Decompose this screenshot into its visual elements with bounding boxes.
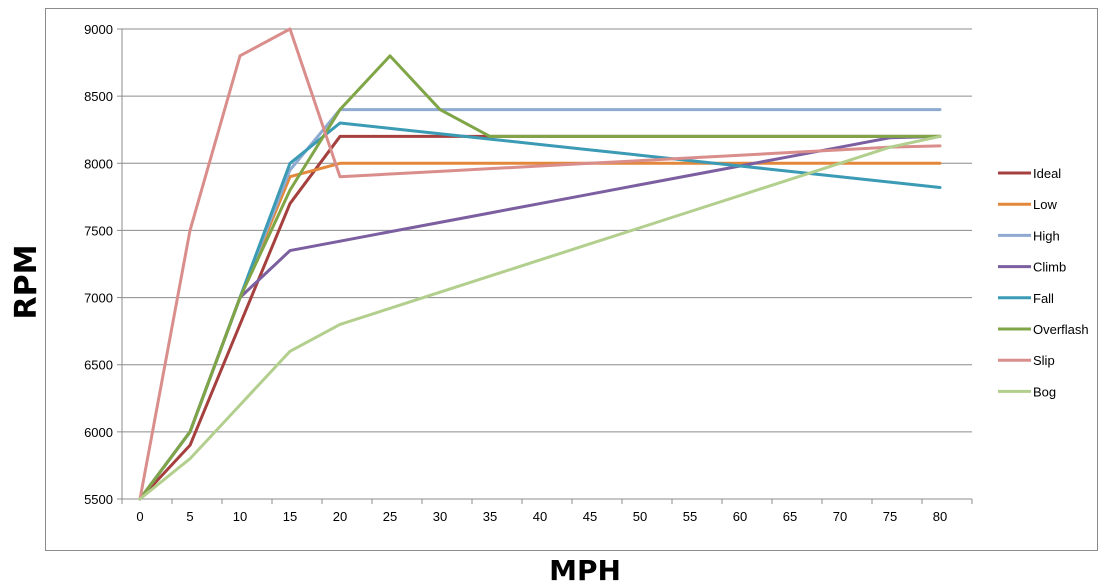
x-tick-label: 15: [283, 509, 297, 524]
legend: Ideal Low High Climb Fall Overflash Slip Bog: [998, 166, 1089, 399]
x-tick-label: 5: [186, 509, 193, 524]
x-tick-label: 80: [933, 509, 947, 524]
series-line-overflash: [138, 54, 942, 501]
y-tick-label: 5500: [84, 492, 113, 507]
x-tick-label: 55: [683, 509, 697, 524]
legend-label: High: [1033, 228, 1060, 243]
x-tick-label: 30: [433, 509, 447, 524]
x-tick-label: 45: [583, 509, 597, 524]
x-tick-label: 60: [733, 509, 747, 524]
chart-area: [45, 8, 1098, 551]
gridlines: [122, 28, 972, 433]
series-line-low: [138, 161, 942, 501]
series-line-fall: [138, 121, 942, 501]
y-axis-title: RPM: [9, 245, 44, 320]
legend-label: Slip: [1033, 353, 1055, 368]
x-tick-label: 10: [233, 509, 247, 524]
x-tick-label: 40: [533, 509, 547, 524]
y-tick-label: 9000: [84, 22, 113, 37]
series-line-slip: [138, 27, 942, 501]
x-tick-label: 70: [833, 509, 847, 524]
series-line-high: [138, 108, 942, 501]
series-line-climb: [138, 134, 942, 501]
legend-label: Low: [1033, 197, 1057, 212]
y-tick-label: 6500: [84, 358, 113, 373]
x-tick-label: 65: [783, 509, 797, 524]
legend-label: Overflash: [1033, 322, 1089, 337]
series-line-bog: [138, 134, 942, 501]
x-tick-label: 75: [883, 509, 897, 524]
legend-label: Ideal: [1033, 166, 1061, 181]
legend-label: Climb: [1033, 260, 1066, 275]
series-line-ideal: [138, 134, 942, 501]
y-tick-label: 8500: [84, 89, 113, 104]
x-axis-title: MPH: [549, 554, 621, 584]
y-tick-label: 7000: [84, 291, 113, 306]
legend-label: Fall: [1033, 291, 1054, 306]
x-tick-label: 35: [483, 509, 497, 524]
x-tick-label: 0: [136, 509, 143, 524]
x-tick-label: 20: [333, 509, 347, 524]
x-tick-label: 25: [383, 509, 397, 524]
legend-label: Bog: [1033, 384, 1056, 399]
y-tick-label: 7500: [84, 223, 113, 238]
series-lines: [138, 27, 942, 501]
y-tick-label: 6000: [84, 425, 113, 440]
x-tick-label: 50: [633, 509, 647, 524]
axes: 5500 6000 6500 7000 7500 8000 8500 9000 0 5 10 15 20…: [84, 22, 973, 524]
y-tick-label: 8000: [84, 156, 113, 171]
